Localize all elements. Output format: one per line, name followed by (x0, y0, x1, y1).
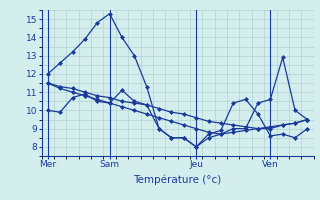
X-axis label: Température (°c): Température (°c) (133, 175, 222, 185)
